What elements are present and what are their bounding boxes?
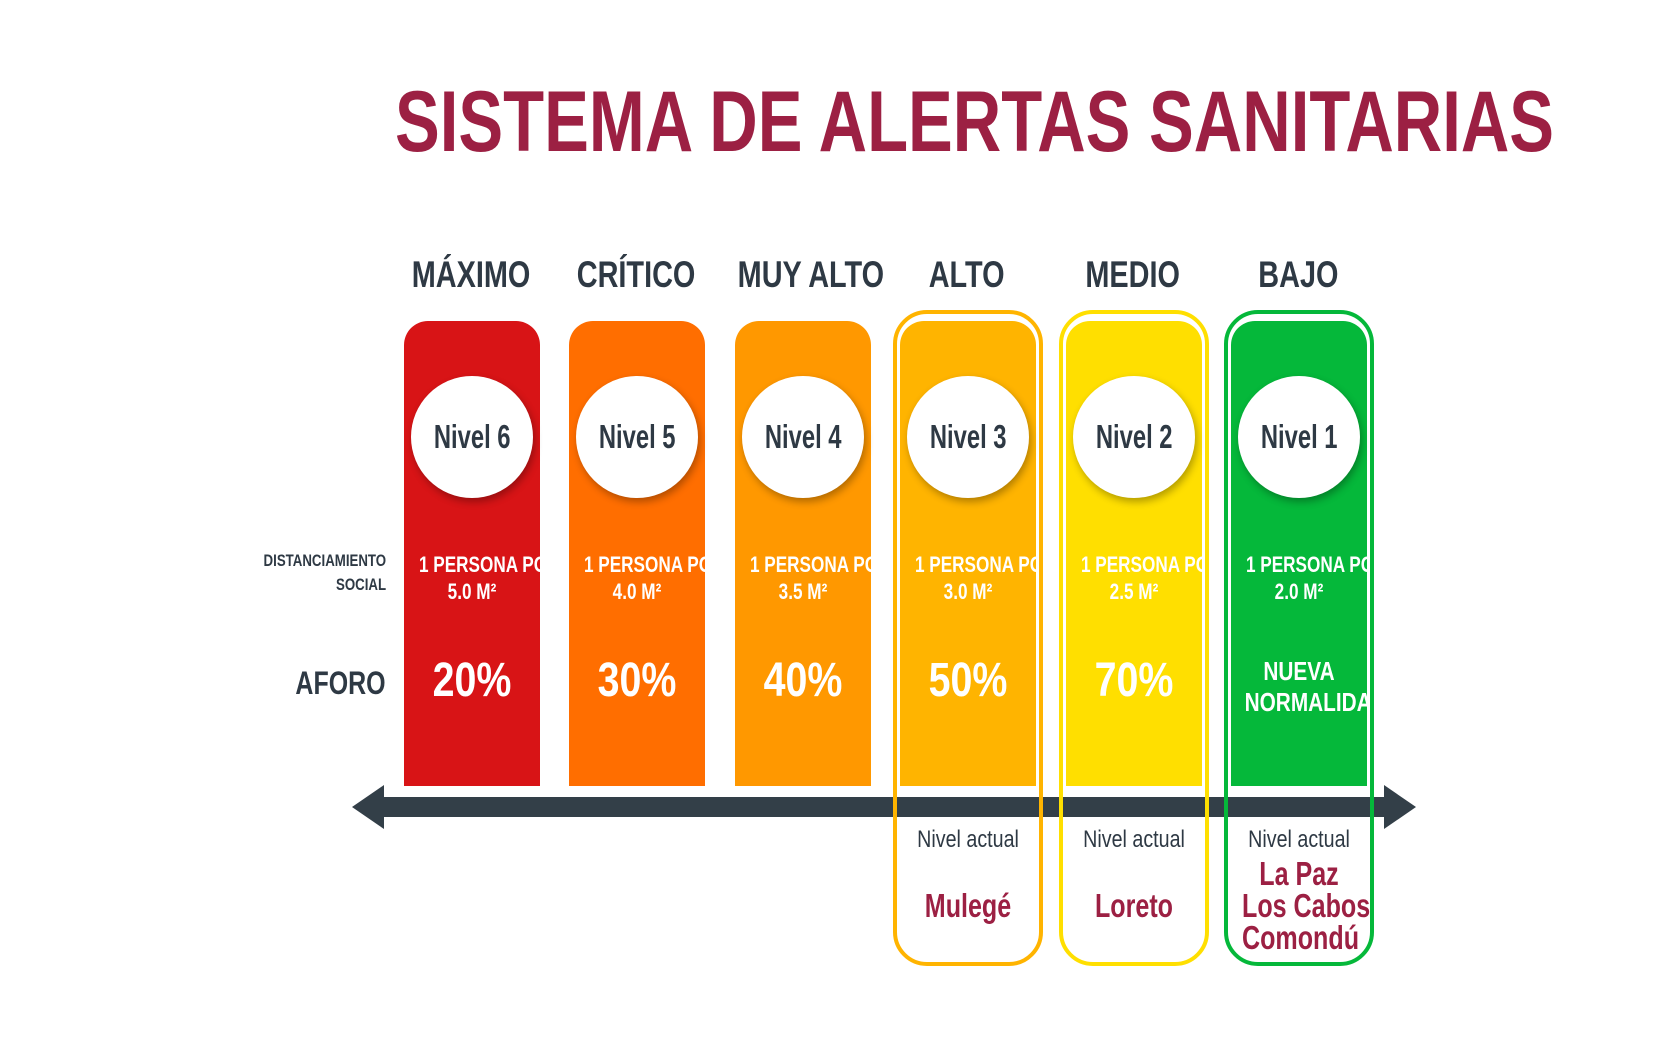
current-level-outline-3	[893, 310, 1043, 966]
level-name-muy-alto: MUY ALTO	[737, 254, 885, 295]
distancing-value-4: 1 PERSONA POR 3.5 M²	[749, 552, 891, 604]
distancing-row-label-line2: SOCIAL	[335, 575, 386, 594]
level-name-alto: ALTO	[929, 254, 1005, 295]
capacity-value-2: 70%	[1094, 654, 1174, 707]
place-name: La Paz	[1259, 855, 1339, 892]
current-places-1: La Paz Los Cabos Comondú	[1224, 855, 1374, 956]
current-level-label-2: Nivel actual	[1083, 826, 1185, 853]
current-places-3: Mulegé	[893, 887, 1043, 924]
level-name-bajo: BAJO	[1257, 254, 1339, 295]
capacity-value-5: 30%	[597, 654, 677, 707]
level-badge-3: Nivel 3	[907, 376, 1029, 498]
place-name: Comondú	[1242, 919, 1360, 956]
place-name: Loreto	[1094, 887, 1174, 924]
level-column-1: Nivel 1 1 PERSONA POR 2.0 M² NUEVA NORMA…	[1231, 321, 1387, 786]
current-places-2: Loreto	[1059, 887, 1209, 924]
place-name: Mulegé	[924, 887, 1012, 924]
level-name-critico: CRÍTICO	[576, 254, 696, 295]
level-column-2: Nivel 2 1 PERSONA POR 2.5 M² 70%	[1066, 321, 1222, 786]
capacity-row-label: AFORO	[295, 665, 386, 701]
current-level-label-3: Nivel actual	[917, 826, 1019, 853]
level-badge-1: Nivel 1	[1238, 376, 1360, 498]
level-name-maximo: MÁXIMO	[411, 254, 531, 295]
distancing-value-2: 1 PERSONA POR 2.5 M²	[1080, 552, 1222, 604]
current-level-outline-2	[1059, 310, 1209, 966]
capacity-value-1: NUEVA NORMALIDAD	[1244, 656, 1387, 717]
distancing-value-1: 1 PERSONA POR 2.0 M²	[1245, 552, 1387, 604]
place-name: Los Cabos	[1242, 887, 1371, 924]
level-column-4: Nivel 4 1 PERSONA POR 3.5 M² 40%	[735, 321, 891, 786]
page-title: SISTEMA DE ALERTAS SANITARIAS	[395, 74, 1555, 170]
current-level-label-1: Nivel actual	[1248, 826, 1350, 853]
distancing-row-label: DISTANCIAMIENTO SOCIAL	[263, 549, 386, 597]
level-scale-arrow	[352, 785, 1416, 829]
level-column-6: Nivel 6 1 PERSONA POR 5.0 M² 20%	[404, 321, 560, 786]
capacity-value-4: 40%	[763, 654, 843, 707]
distancing-value-3: 1 PERSONA POR 3.0 M²	[914, 552, 1056, 604]
distancing-value-5: 1 PERSONA POR 4.0 M²	[583, 552, 725, 604]
level-badge-5: Nivel 5	[576, 376, 698, 498]
level-name-medio: MEDIO	[1085, 254, 1181, 295]
level-badge-6: Nivel 6	[411, 376, 533, 498]
level-column-3: Nivel 3 1 PERSONA POR 3.0 M² 50%	[900, 321, 1056, 786]
capacity-value-6: 20%	[432, 654, 512, 707]
distancing-value-6: 1 PERSONA POR 5.0 M²	[418, 552, 560, 604]
current-level-outline-1	[1224, 310, 1374, 966]
capacity-value-3: 50%	[928, 654, 1008, 707]
level-badge-4: Nivel 4	[742, 376, 864, 498]
level-badge-2: Nivel 2	[1073, 376, 1195, 498]
level-column-5: Nivel 5 1 PERSONA POR 4.0 M² 30%	[569, 321, 725, 786]
distancing-row-label-line1: DISTANCIAMIENTO	[263, 551, 386, 570]
